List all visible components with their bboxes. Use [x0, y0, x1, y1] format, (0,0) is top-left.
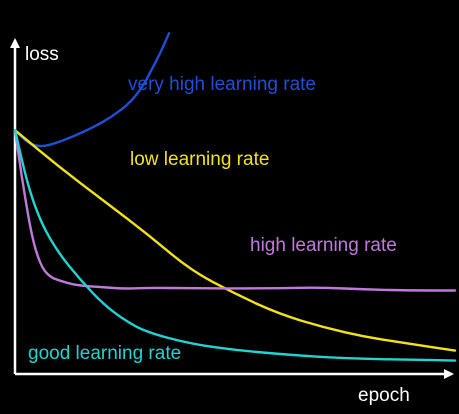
series-label-high: high learning rate [250, 235, 397, 256]
y-axis-label: loss [25, 44, 59, 65]
x-axis-label: epoch [358, 385, 410, 406]
series-label-good: good learning rate [28, 343, 181, 364]
labels: loss epoch very high learning rate low l… [25, 44, 410, 406]
series-label-low: low learning rate [130, 149, 269, 170]
series-label-very-high: very high learning rate [128, 74, 316, 95]
